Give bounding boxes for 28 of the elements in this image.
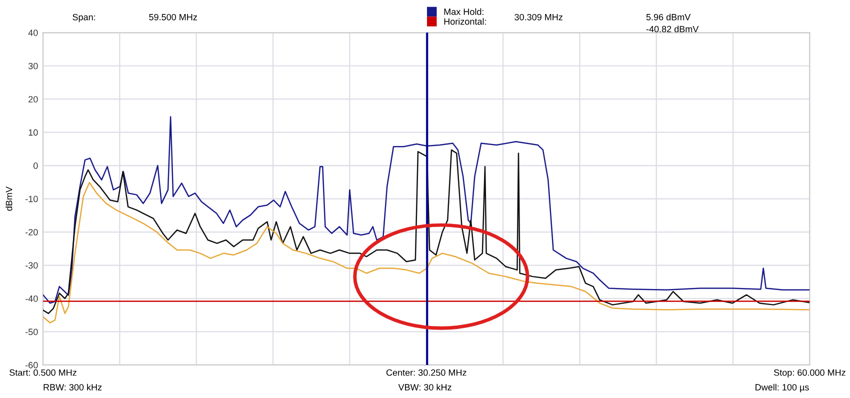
y-tick-label: 40 [28,30,38,36]
y-tick-label: 20 [28,96,38,102]
y-axis-title: dBmV [6,186,12,211]
text: VBW: 30 kHz [398,384,452,390]
legend-label: Horizontal: [444,18,486,25]
text: Span: [72,14,96,22]
text: 30.309 MHz [514,14,562,20]
line-series [43,116,810,304]
text: RBW: 300 kHz [44,384,102,390]
y-tick-label: -30 [26,262,38,269]
line-series [43,182,810,324]
y-tick-label: -10 [26,196,38,202]
y-tick-label: -60 [26,362,38,368]
y-tick-label: 0 [33,162,38,169]
text: -40.82 dBmV [646,26,699,32]
y-tick-label: 10 [28,129,38,136]
y-tick-label: -50 [26,328,38,336]
text: 59.500 MHz [149,14,197,20]
text: 5.96 dBmV [646,14,691,20]
line-series [43,149,810,314]
x-tick-label: Stop: 60.000 MHz [774,369,846,378]
y-tick-label: -20 [26,229,38,236]
x-tick-label: Center: 30.250 MHz [386,369,466,376]
y-tick-label: 30 [28,62,38,70]
y-tick-label: -40 [26,295,38,302]
legend-label: Max Hold: [444,8,484,15]
x-tick-label: Start: 0.500 MHz [10,369,76,376]
text: Dwell: 100 µs [756,384,809,392]
